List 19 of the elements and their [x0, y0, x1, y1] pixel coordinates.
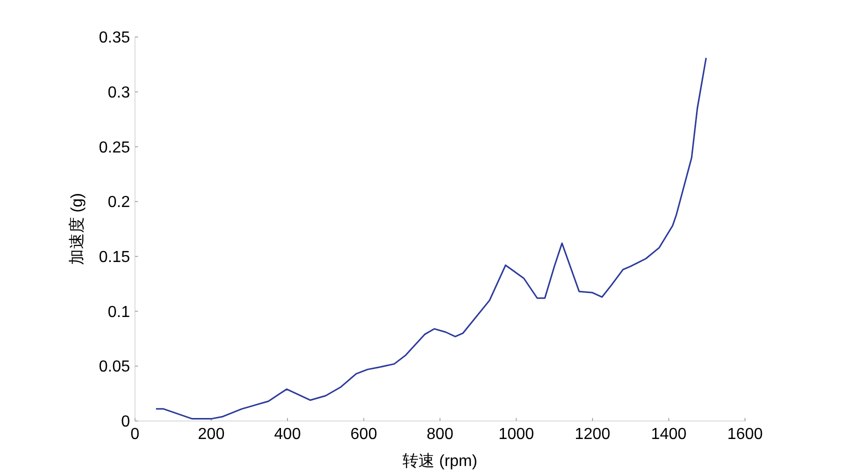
- y-tick-label: 0: [121, 414, 130, 431]
- x-tick-label: 1200: [574, 426, 610, 443]
- x-tick-label: 600: [350, 426, 378, 443]
- x-tick-label: 200: [198, 426, 225, 443]
- y-tick-label: 0.2: [108, 194, 130, 212]
- y-tick-label: 0.05: [98, 358, 130, 376]
- x-tick-label: 1000: [498, 426, 534, 443]
- line-series: [155, 57, 707, 420]
- x-tick-label: 800: [426, 426, 454, 443]
- x-tick-label: 1400: [650, 426, 687, 443]
- x-axis-title: 转速 (rpm): [402, 452, 478, 470]
- y-tick-label: 0.3: [108, 84, 130, 102]
- y-tick-label: 0.1: [108, 304, 130, 321]
- y-axis-title: 加速度 (g): [68, 193, 86, 265]
- y-tick-label: 0.25: [98, 139, 130, 156]
- y-tick-label: 0.35: [98, 30, 130, 47]
- y-tick-label: 0.15: [98, 249, 130, 266]
- x-tick-label: 400: [274, 426, 301, 443]
- x-tick-label: 1600: [727, 426, 763, 443]
